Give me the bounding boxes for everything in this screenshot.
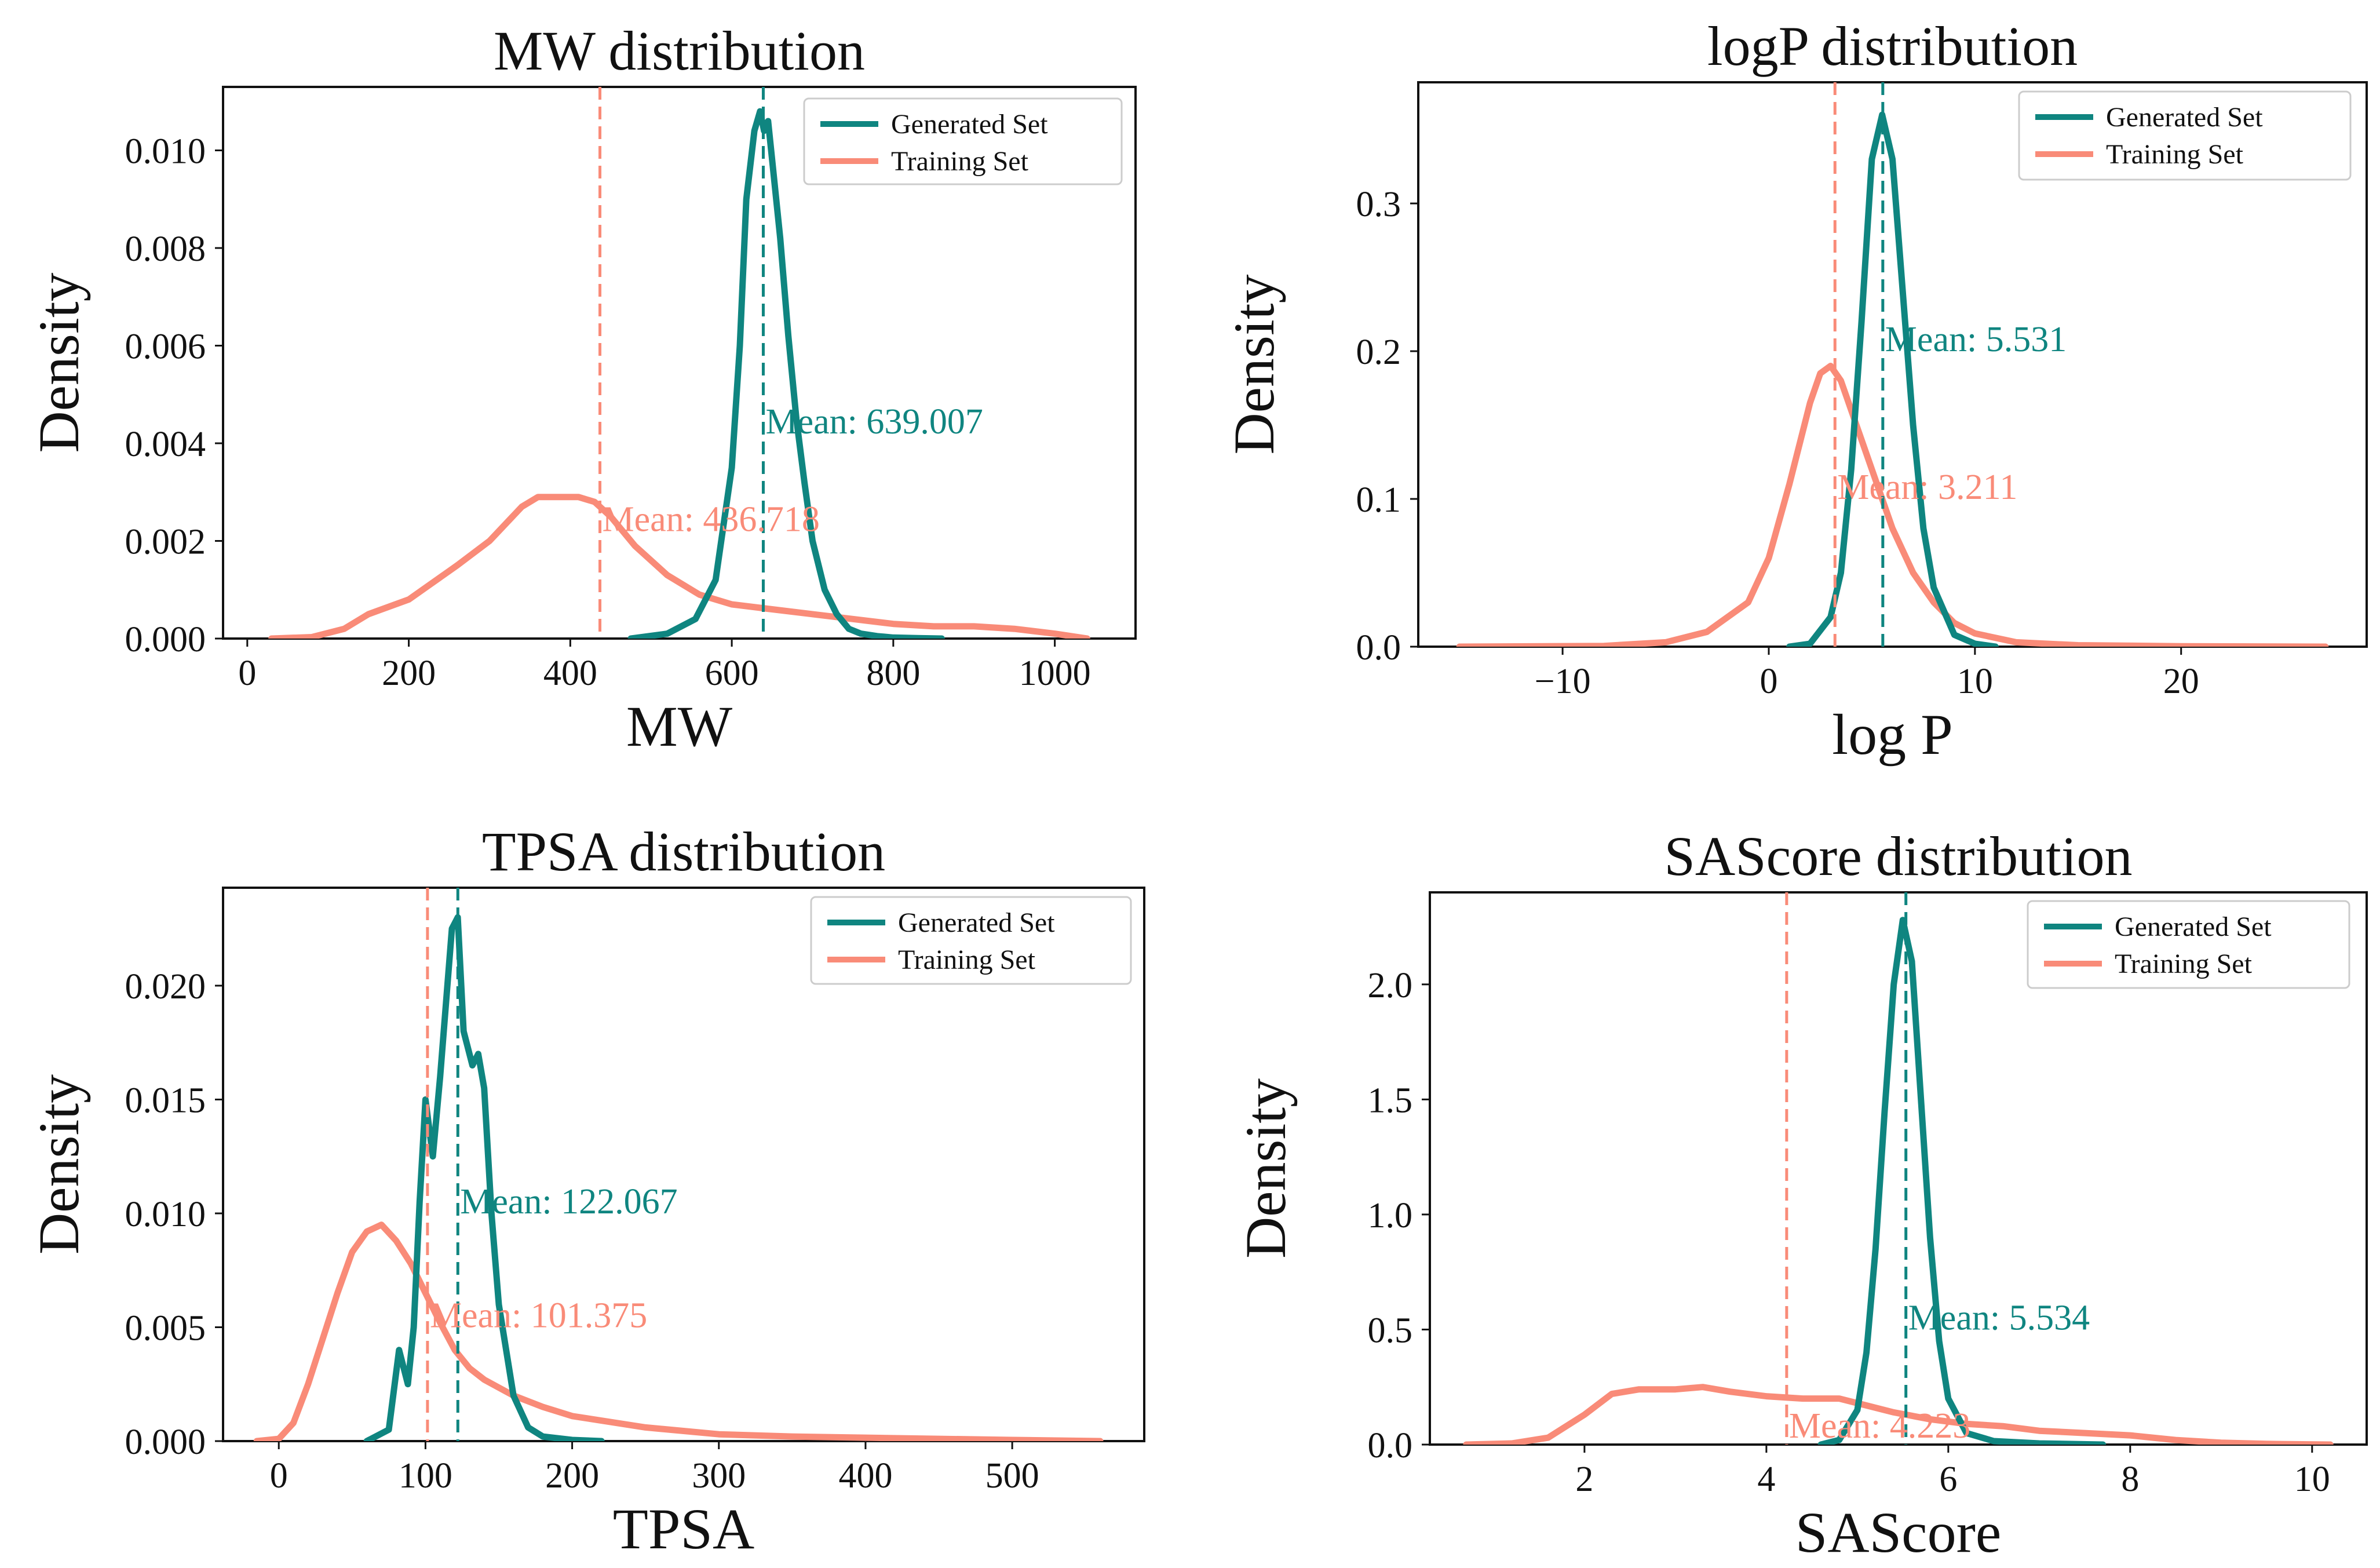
x-axis-label: MW <box>626 694 733 759</box>
training-mean-label: Mean: 101.375 <box>430 1296 647 1335</box>
legend-label-generated: Generated Set <box>891 109 1048 140</box>
legend-label-training: Training Set <box>2106 139 2244 170</box>
x-tick-label: 1000 <box>1019 654 1091 693</box>
x-tick-label: 0 <box>1760 662 1777 701</box>
chart-title: logP distribution <box>1707 15 2078 77</box>
legend: Generated Set Training Set <box>803 97 1123 185</box>
y-axis-label: Density <box>27 272 91 453</box>
x-tick-label: 300 <box>692 1456 746 1496</box>
chart-panel-1: MW distribution 0 200 400 600 800 1000 0.000 0.0… <box>27 20 1137 759</box>
chart-panel-2: logP distribution −10 0 10 20 0.0 0.1 0.2 0.3 log… <box>1222 15 2368 767</box>
legend-label-generated: Generated Set <box>2115 911 2272 942</box>
y-tick-label: 0.010 <box>125 132 206 172</box>
x-tick-label: 6 <box>1939 1460 1957 1499</box>
x-tick-label: −10 <box>1535 662 1591 701</box>
y-tick-label: 0.020 <box>125 967 206 1007</box>
y-tick-label: 0.0 <box>1368 1426 1413 1465</box>
x-tick-label: 2 <box>1575 1460 1593 1499</box>
legend-label-training: Training Set <box>891 146 1029 177</box>
y-tick-label: 0.1 <box>1356 480 1401 520</box>
x-axis-label: SAScore <box>1795 1500 2002 1565</box>
training-set-density-line <box>268 494 1090 639</box>
y-tick-label: 0.000 <box>125 620 206 659</box>
plot-frame <box>1429 891 2368 1446</box>
x-tick-label: 400 <box>838 1456 892 1496</box>
training-mean-label: Mean: 4.223 <box>1789 1406 1970 1446</box>
chart-title: TPSA distribution <box>482 821 885 883</box>
plot-frame <box>222 86 1137 640</box>
generated-set-density-line <box>1817 917 2107 1445</box>
y-tick-label: 0.005 <box>125 1308 206 1348</box>
y-tick-label: 0.006 <box>125 327 206 367</box>
generated-mean-label: Mean: 5.531 <box>1885 320 2067 359</box>
x-axis-label: log P <box>1832 702 1952 767</box>
training-mean-label: Mean: 3.211 <box>1837 468 2017 507</box>
generated-mean-label: Mean: 5.534 <box>1908 1298 2090 1337</box>
legend-label-generated: Generated Set <box>898 907 1055 938</box>
x-tick-label: 0 <box>238 654 256 693</box>
generated-set-density-line <box>363 914 605 1441</box>
training-mean-label: Mean: 436.718 <box>603 500 820 539</box>
training-set-density-line <box>253 1221 1104 1441</box>
x-tick-label: 20 <box>2163 662 2199 701</box>
y-axis-label: Density <box>27 1074 91 1255</box>
generated-set-density-line <box>627 108 945 639</box>
legend-box <box>810 896 1132 985</box>
y-tick-label: 0.0 <box>1356 628 1401 668</box>
y-tick-label: 0.002 <box>125 523 206 562</box>
legend-label-training: Training Set <box>2115 949 2253 979</box>
y-axis-label: Density <box>1233 1078 1298 1259</box>
training-set-density-line <box>1456 363 2329 647</box>
x-tick-label: 10 <box>2294 1460 2330 1499</box>
chart-panel-4: SAScore distribution 2 4 6 8 10 0.0 0.5 1.0 1.5 2.… <box>1233 825 2368 1565</box>
plot-frame <box>1417 81 2368 648</box>
chart-title: SAScore distribution <box>1664 825 2133 887</box>
plot-frame <box>222 887 1145 1442</box>
chart-panel-3: TPSA distribution 0 100 200 300 400 500 0.000 0.… <box>27 821 1145 1561</box>
y-tick-label: 2.0 <box>1368 966 1413 1005</box>
y-tick-label: 0.5 <box>1368 1311 1413 1350</box>
generated-mean-label: Mean: 639.007 <box>765 402 983 442</box>
y-axis-label: Density <box>1222 274 1286 454</box>
legend: Generated Set Training Set <box>810 896 1132 985</box>
x-tick-label: 600 <box>705 654 759 693</box>
training-set-density-line <box>1463 1384 2334 1445</box>
legend-box <box>803 97 1123 185</box>
x-tick-label: 200 <box>545 1456 599 1496</box>
y-tick-label: 0.2 <box>1356 333 1401 372</box>
x-tick-label: 200 <box>382 654 436 693</box>
legend: Generated Set Training Set <box>2018 90 2352 181</box>
y-tick-label: 0.3 <box>1356 185 1401 224</box>
legend-label-generated: Generated Set <box>2106 102 2263 133</box>
legend-label-training: Training Set <box>898 945 1036 975</box>
y-tick-label: 1.5 <box>1368 1081 1413 1120</box>
legend-box <box>2027 900 2350 989</box>
y-tick-label: 0.008 <box>125 229 206 269</box>
y-tick-label: 0.000 <box>125 1423 206 1462</box>
x-tick-label: 0 <box>270 1456 288 1496</box>
y-tick-label: 1.0 <box>1368 1196 1413 1235</box>
chart-title: MW distribution <box>494 20 865 82</box>
legend-box <box>2018 90 2352 181</box>
y-tick-label: 0.015 <box>125 1081 206 1120</box>
x-tick-label: 500 <box>985 1456 1039 1496</box>
y-tick-label: 0.010 <box>125 1195 206 1234</box>
x-tick-label: 400 <box>543 654 597 693</box>
x-tick-label: 8 <box>2121 1460 2139 1499</box>
x-axis-label: TPSA <box>613 1497 755 1561</box>
x-tick-label: 4 <box>1757 1460 1775 1499</box>
y-tick-label: 0.004 <box>125 425 206 464</box>
x-tick-label: 10 <box>1957 662 1993 701</box>
generated-mean-label: Mean: 122.067 <box>460 1182 677 1221</box>
x-tick-label: 800 <box>866 654 920 693</box>
x-tick-label: 100 <box>399 1456 452 1496</box>
legend: Generated Set Training Set <box>2027 900 2350 989</box>
